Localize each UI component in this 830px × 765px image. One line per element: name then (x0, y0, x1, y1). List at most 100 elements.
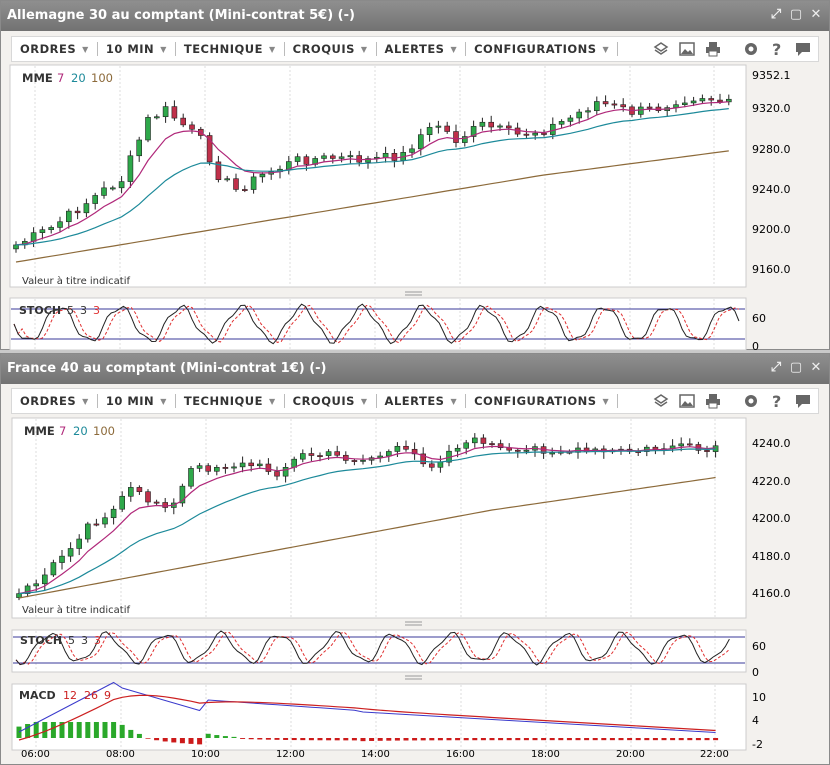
close-icon[interactable]: ✕ (810, 360, 822, 375)
menu-interval[interactable]: 10 MIN ▼ (98, 394, 176, 408)
macd-histogram-bar (111, 722, 117, 738)
macd-histogram-bar (205, 733, 211, 738)
window-title-bar[interactable]: Allemagne 30 au comptant (Mini-contrat 5… (1, 1, 829, 31)
help-icon[interactable]: ? (768, 40, 786, 59)
image-icon[interactable] (678, 40, 696, 58)
macd-histogram-bar (394, 738, 400, 741)
comment-icon[interactable] (794, 40, 812, 58)
menu-orders[interactable]: ORDRES ▼ (12, 394, 98, 408)
candle-body (57, 221, 63, 228)
macd-histogram-bar (566, 738, 572, 741)
macd-histogram-bar (661, 738, 667, 741)
menu-alerts[interactable]: ALERTES ▼ (377, 42, 467, 56)
candle-body (179, 485, 186, 504)
candle-body (681, 102, 688, 105)
candle-body (303, 156, 310, 165)
candle-body (463, 442, 470, 449)
candle-body (471, 437, 478, 444)
macd-histogram-bar (429, 738, 435, 741)
candle-body (93, 523, 100, 526)
candle-body (188, 468, 194, 487)
macd-histogram-bar (265, 738, 271, 740)
layers-icon[interactable] (652, 392, 670, 410)
menu-technique[interactable]: TECHNIQUE ▼ (176, 42, 285, 56)
expand-icon[interactable]: ⤢ (770, 7, 782, 22)
svg-text:?: ? (772, 40, 781, 58)
panel-splitter[interactable] (405, 675, 422, 680)
macd-param: 26 (84, 689, 98, 702)
menu-alerts[interactable]: ALERTES ▼ (377, 394, 467, 408)
macd-histogram-bar (343, 738, 349, 741)
maximize-icon[interactable]: ▢ (789, 360, 803, 375)
macd-histogram-bar (480, 738, 486, 741)
print-icon[interactable] (704, 392, 722, 410)
expand-icon[interactable]: ⤢ (770, 360, 782, 375)
candle-body (489, 443, 495, 445)
stoch-tick: 0 (752, 340, 759, 353)
macd-histogram-bar (16, 726, 22, 738)
macd-histogram-bar (644, 738, 650, 741)
candle-body (162, 502, 168, 508)
mme-param-20: 20 (71, 71, 86, 85)
macd-histogram-bar (76, 722, 82, 738)
macd-histogram-bar (197, 738, 203, 745)
comment-icon[interactable] (794, 392, 812, 410)
candle-body (215, 161, 222, 180)
macd-histogram-bar (498, 738, 504, 741)
candle-body (102, 517, 108, 525)
layers-icon[interactable] (652, 40, 670, 58)
gear-icon[interactable] (742, 392, 760, 410)
menu-sketch[interactable]: CROQUIS ▼ (285, 42, 377, 56)
price-tick: 9160.0 (752, 263, 791, 276)
print-icon[interactable] (704, 40, 722, 58)
time-tick: 20:00 (616, 749, 645, 760)
macd-histogram-bar (119, 724, 125, 738)
macd-histogram-bar (42, 722, 48, 738)
maximize-icon[interactable]: ▢ (789, 7, 803, 22)
menu-technique[interactable]: TECHNIQUE ▼ (176, 394, 285, 408)
candle-body (222, 467, 229, 469)
candle-body (153, 501, 160, 504)
menu-configurations[interactable]: CONFIGURATIONS ▼ (466, 42, 619, 56)
candle-body (233, 178, 239, 190)
help-icon[interactable]: ? (768, 392, 786, 411)
stoch-label: STOCH (20, 634, 62, 647)
macd-histogram-bar (704, 738, 710, 741)
macd-signal-line (18, 694, 716, 741)
candle-body (321, 155, 327, 159)
menu-orders[interactable]: ORDRES ▼ (12, 42, 98, 56)
candle-body (33, 583, 40, 587)
candle-body (39, 229, 46, 233)
image-icon[interactable] (678, 392, 696, 410)
stoch-param: 3 (81, 634, 88, 647)
candle-body (171, 106, 178, 119)
macd-histogram-bar (222, 736, 228, 738)
mme-param-7: 7 (59, 424, 66, 438)
macd-histogram-bar (506, 738, 512, 741)
macd-histogram-bar (317, 738, 323, 741)
panel-splitter[interactable] (405, 621, 422, 626)
stoch-d-line (15, 631, 730, 666)
gear-icon[interactable] (742, 40, 760, 58)
menu-configurations[interactable]: CONFIGURATIONS ▼ (466, 394, 619, 408)
candle-body (708, 98, 715, 101)
candle-body (690, 100, 697, 104)
panel-splitter[interactable] (405, 291, 422, 296)
candle-body (224, 178, 230, 181)
candle-body (127, 155, 134, 182)
macd-histogram-bar (360, 738, 366, 742)
menu-interval[interactable]: 10 MIN ▼ (98, 42, 176, 56)
menu-sketch[interactable]: CROQUIS ▼ (285, 394, 377, 408)
candle-body (678, 443, 685, 447)
macd-histogram-bar (179, 738, 185, 744)
candle-body (461, 136, 468, 143)
macd-histogram-bar (188, 738, 194, 744)
close-icon[interactable]: ✕ (810, 7, 822, 22)
stoch-k-line (13, 303, 740, 345)
candle-body (136, 139, 142, 157)
window-title-bar[interactable]: France 40 au comptant (Mini-contrat 1€) … (1, 354, 829, 384)
candle-body (256, 463, 263, 467)
candle-body (250, 176, 257, 190)
macd-histogram-bar (627, 738, 633, 741)
candle-body (514, 449, 521, 452)
